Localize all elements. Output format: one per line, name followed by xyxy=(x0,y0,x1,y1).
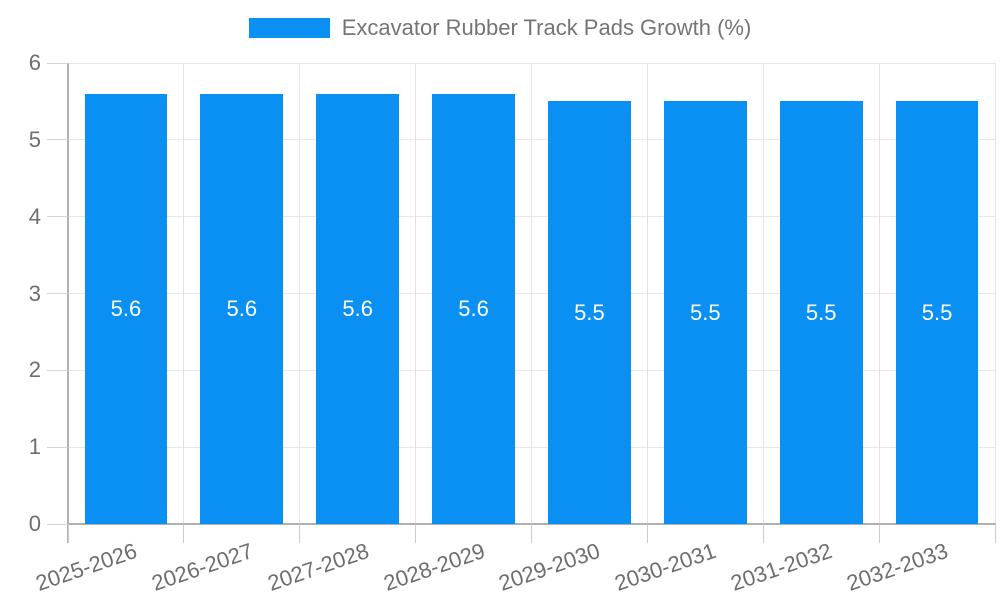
x-tick-mark xyxy=(183,524,185,543)
bar[interactable]: 5.6 xyxy=(200,93,284,524)
gridline-vertical xyxy=(646,63,648,524)
y-tick-mark xyxy=(47,216,68,218)
bar-value-label: 5.5 xyxy=(805,299,837,325)
gridline-vertical xyxy=(183,63,185,524)
legend[interactable]: Excavator Rubber Track Pads Growth (%) xyxy=(0,0,1000,56)
y-tick-mark xyxy=(47,62,68,64)
y-tick-label: 4 xyxy=(28,203,41,229)
x-tick-mark xyxy=(762,524,764,543)
gridline-vertical xyxy=(531,63,532,524)
y-tick-label: 6 xyxy=(28,50,41,75)
y-axis-line xyxy=(67,63,69,543)
bar[interactable]: 5.6 xyxy=(432,93,515,524)
bar-value-label: 5.5 xyxy=(921,299,953,325)
y-tick-mark xyxy=(47,369,68,371)
bar-value-label: 5.5 xyxy=(574,299,605,325)
bar-value-label: 5.5 xyxy=(690,299,721,325)
y-tick-label: 1 xyxy=(28,434,41,460)
gridline-vertical xyxy=(299,63,301,524)
bar-value-label: 5.6 xyxy=(342,295,373,321)
bar-value-label: 5.6 xyxy=(226,295,258,321)
bar-value-label: 5.6 xyxy=(458,295,489,321)
x-tick-mark xyxy=(994,524,996,543)
x-tick-mark xyxy=(67,524,69,543)
bar[interactable]: 5.6 xyxy=(84,93,168,524)
gridline-vertical xyxy=(762,63,764,524)
x-tick-mark xyxy=(531,524,532,543)
x-tick-mark xyxy=(646,524,648,543)
y-tick-mark xyxy=(47,446,68,448)
x-tick-mark xyxy=(878,524,880,543)
bar[interactable]: 5.5 xyxy=(663,101,747,524)
y-tick-label: 5 xyxy=(28,126,41,152)
gridline-vertical xyxy=(415,63,417,524)
x-tick-mark xyxy=(415,524,417,543)
y-tick-label: 3 xyxy=(28,280,41,306)
bar[interactable]: 5.5 xyxy=(779,101,863,524)
legend-swatch[interactable] xyxy=(248,18,330,38)
bar-value-label: 5.6 xyxy=(110,295,142,321)
y-tick-label: 2 xyxy=(28,357,41,383)
x-tick-mark xyxy=(299,524,301,543)
gridline-vertical xyxy=(994,63,996,524)
gridline-vertical xyxy=(878,63,880,524)
bar[interactable]: 5.6 xyxy=(316,93,400,524)
legend-label: Excavator Rubber Track Pads Growth (%) xyxy=(341,15,752,40)
y-tick-mark xyxy=(47,293,68,294)
y-tick-mark xyxy=(47,139,68,141)
y-tick-mark xyxy=(47,523,68,525)
y-tick-label: 0 xyxy=(28,511,41,536)
bar[interactable]: 5.5 xyxy=(895,101,979,524)
bar[interactable]: 5.5 xyxy=(548,101,631,524)
